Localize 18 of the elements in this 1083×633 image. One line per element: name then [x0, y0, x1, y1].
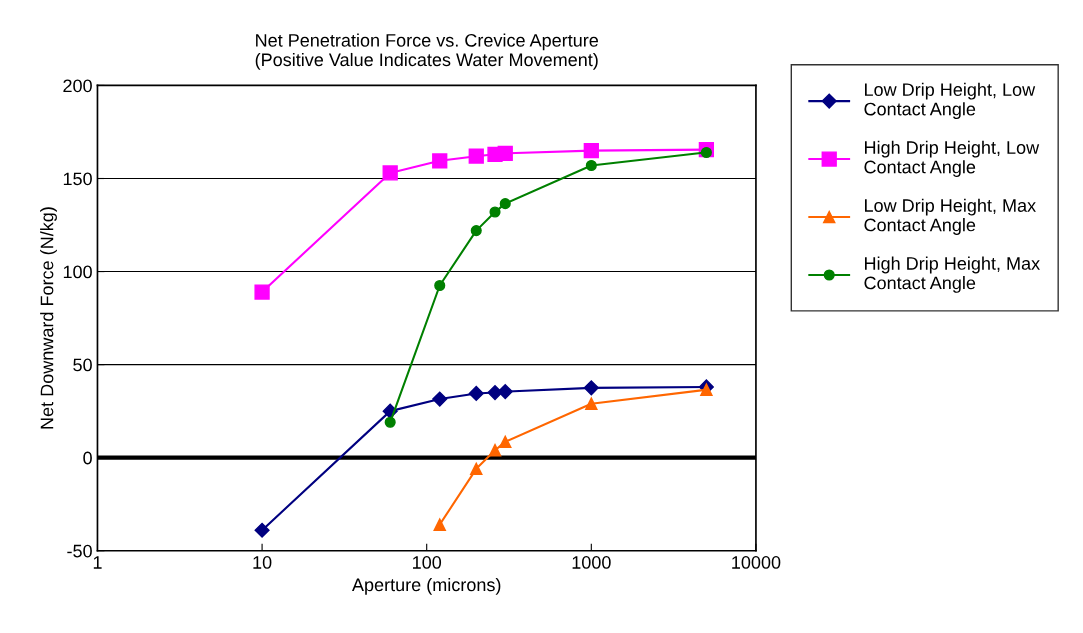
legend-label: Low Drip Height, Max Contact Angle	[864, 198, 1036, 235]
chart-title: Net Penetration Force vs. Crevice Aperture (Positive Value Indicates Water Movement)	[255, 33, 599, 70]
x-tick-label: 1	[93, 556, 102, 569]
y-tick-label: 150	[63, 172, 92, 186]
x-tick-label: 100	[413, 556, 442, 569]
y-tick-label: 0	[83, 451, 92, 465]
y-axis-title: Net Downward Force (N/kg)	[40, 207, 57, 429]
y-tick-label: 100	[63, 265, 92, 279]
x-axis-title: Aperture (microns)	[352, 577, 501, 595]
x-tick-label: 10	[253, 556, 272, 569]
y-tick-label: 50	[73, 358, 92, 372]
legend-label: High Drip Height, Low Contact Angle	[864, 140, 1040, 177]
x-tick-label: 1000	[572, 556, 611, 569]
legend-label: High Drip Height, Max Contact Angle	[864, 256, 1040, 293]
y-tick-label: -50	[67, 544, 92, 558]
x-tick-label: 10000	[732, 556, 781, 569]
legend-label: Low Drip Height, Low Contact Angle	[864, 82, 1036, 120]
y-tick-label: 200	[63, 79, 92, 93]
